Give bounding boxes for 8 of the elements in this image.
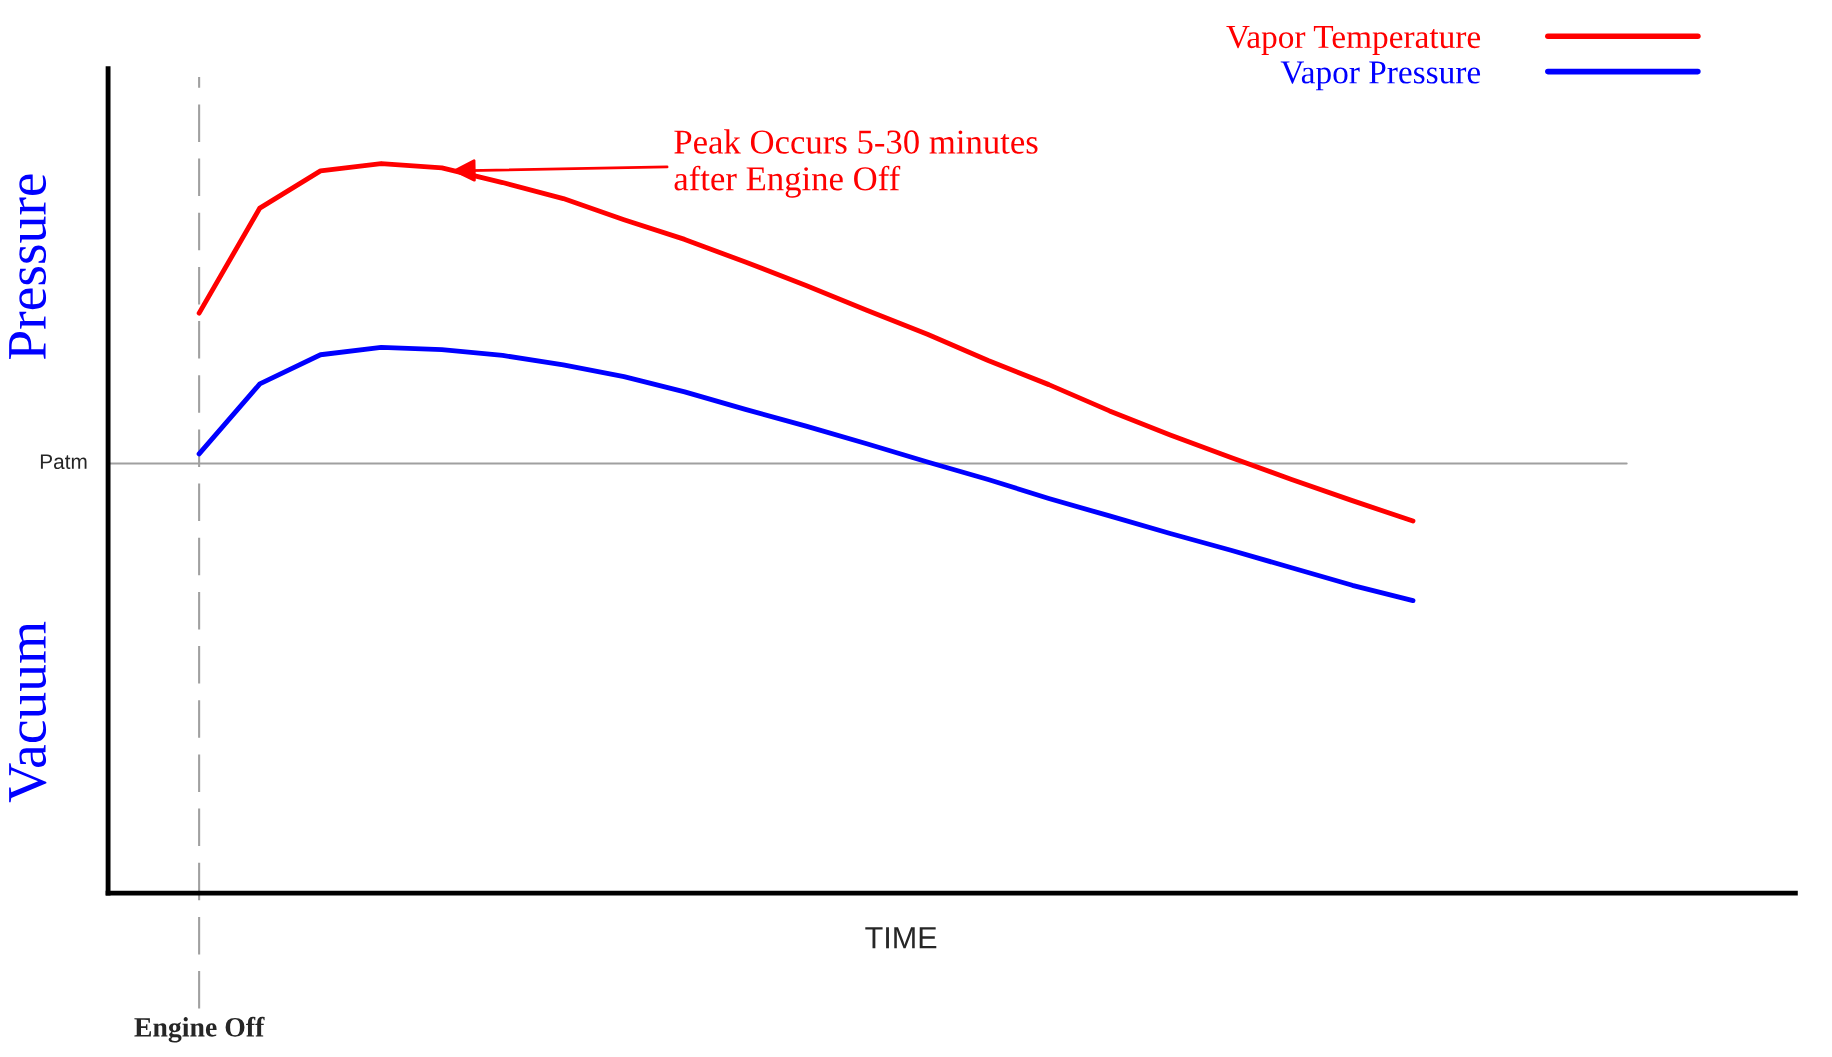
x-axis-title: TIME	[865, 927, 937, 949]
ref-line-label: Patm	[40, 454, 87, 470]
text: Vacuum	[9, 621, 47, 803]
text: Pressure	[9, 174, 47, 360]
annotation: Peak Occurs 5-30 minutes after Engine Off	[674, 129, 1038, 198]
legend-label: Vapor Pressure	[1280, 61, 1481, 91]
legend-label: Vapor Temperature	[1226, 26, 1481, 55]
text: Engine Off	[134, 1016, 265, 1043]
